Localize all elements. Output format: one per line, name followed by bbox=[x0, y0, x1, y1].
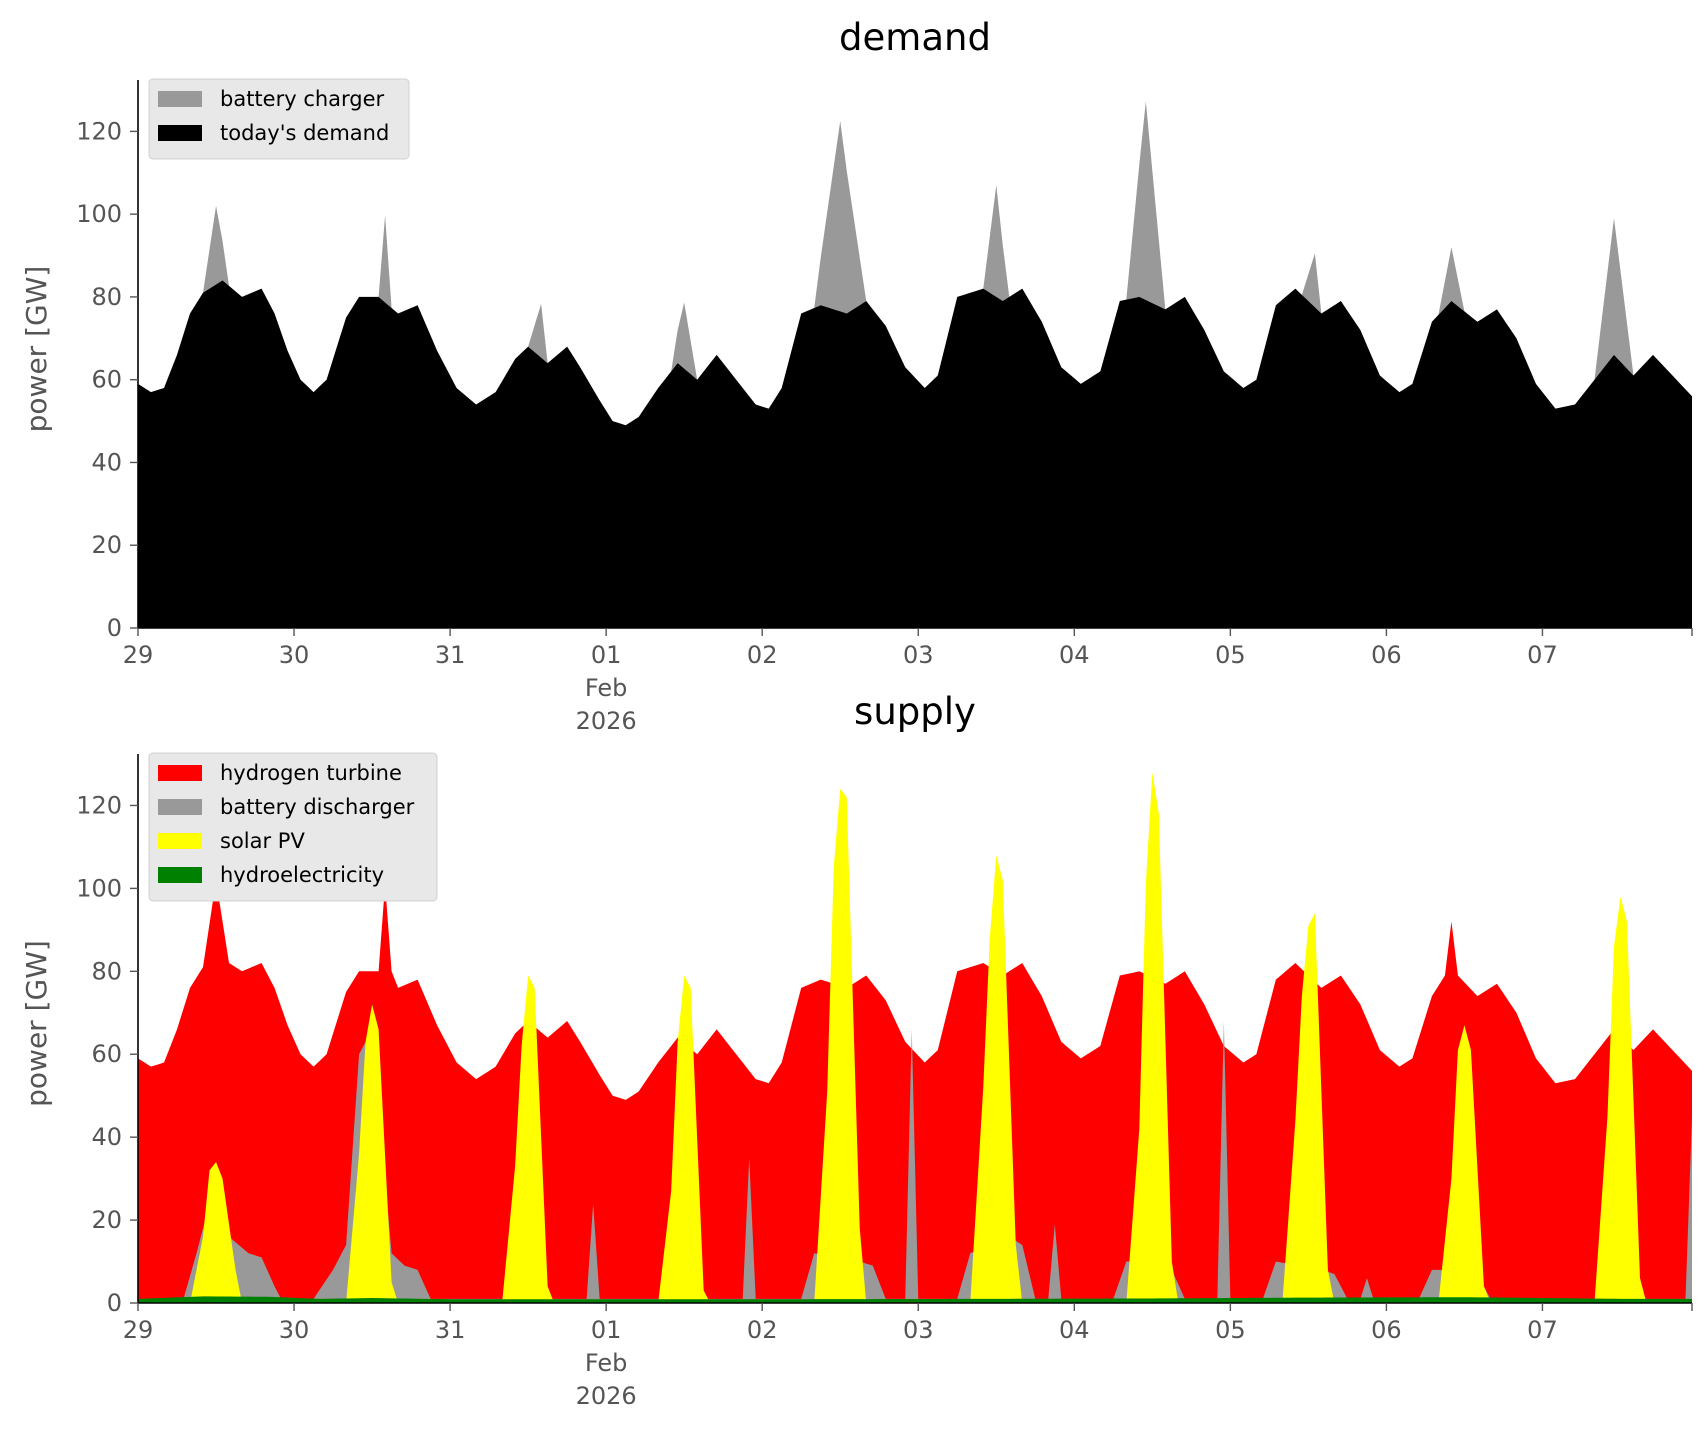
y-tick-label: 0 bbox=[107, 614, 122, 642]
legend-label-battery-charger: battery charger bbox=[220, 87, 385, 111]
legend-swatch-hydroelectricity bbox=[158, 867, 202, 883]
y-tick-label: 120 bbox=[76, 791, 122, 819]
chart-title: demand bbox=[839, 16, 991, 59]
x-tick-label: 30 bbox=[279, 641, 310, 669]
x-tick-label: 05 bbox=[1215, 641, 1246, 669]
y-tick-label: 100 bbox=[76, 874, 122, 902]
y-tick-label: 60 bbox=[91, 366, 122, 394]
chart-title: supply bbox=[854, 690, 976, 733]
legend-label-hydrogen-turbine: hydrogen turbine bbox=[220, 761, 402, 785]
y-tick-label: 40 bbox=[91, 1123, 122, 1151]
y-axis-label: power [GW] bbox=[20, 266, 53, 433]
y-axis-label: power [GW] bbox=[20, 940, 53, 1107]
x-tick-label: 31 bbox=[435, 1316, 466, 1344]
x-tick-label: 30 bbox=[279, 1316, 310, 1344]
x-tick-label: 03 bbox=[903, 1316, 934, 1344]
legend: hydrogen turbine battery discharger solar … bbox=[148, 752, 438, 902]
x-tick-label: 04 bbox=[1059, 641, 1090, 669]
legend-label-battery-discharger: battery discharger bbox=[220, 795, 415, 819]
y-tick-label: 60 bbox=[91, 1040, 122, 1068]
y-tick-label: 40 bbox=[91, 448, 122, 476]
x-tick-label: 29 bbox=[123, 1316, 154, 1344]
x-tick-label: 06 bbox=[1371, 1316, 1402, 1344]
y-tick-label: 20 bbox=[91, 531, 122, 559]
legend-swatch-solar-pv bbox=[158, 833, 202, 849]
area-hydroelectricity bbox=[138, 1296, 1692, 1303]
legend-box bbox=[148, 78, 410, 160]
legend-swatch-hydrogen-turbine bbox=[158, 765, 202, 781]
area-today-s-demand bbox=[138, 280, 1692, 628]
x-tick-label: 01 bbox=[591, 641, 622, 669]
y-tick-label: 0 bbox=[107, 1289, 122, 1317]
y-tick-label: 100 bbox=[76, 200, 122, 228]
legend-swatch-battery-discharger bbox=[158, 799, 202, 815]
y-tick-label: 20 bbox=[91, 1206, 122, 1234]
legend-label-solar-pv: solar PV bbox=[220, 829, 305, 853]
chart-panel-supply: 0 20 40 60 80 100 120 29 30 31 01 Feb 2026 02 03 04 05 06… bbox=[20, 690, 1693, 1410]
legend-swatch-today-s-demand bbox=[158, 125, 202, 141]
x-tick-label: 05 bbox=[1215, 1316, 1246, 1344]
area-battery-discharger bbox=[138, 1021, 1692, 1303]
y-tick-label: 120 bbox=[76, 117, 122, 145]
legend-label-hydroelectricity: hydroelectricity bbox=[220, 863, 384, 887]
legend-swatch-battery-charger bbox=[158, 91, 202, 107]
x-tick-label: 03 bbox=[903, 641, 934, 669]
y-tick-label: 80 bbox=[91, 283, 122, 311]
x-tick-label: 04 bbox=[1059, 1316, 1090, 1344]
x-tick-label: 07 bbox=[1527, 641, 1558, 669]
x-tick-label: 02 bbox=[747, 641, 778, 669]
legend-box bbox=[148, 752, 438, 902]
x-tick-label: 2026 bbox=[576, 1382, 637, 1410]
y-tick-label: 80 bbox=[91, 957, 122, 985]
x-tick-label: 2026 bbox=[576, 707, 637, 735]
chart-panel-demand: 0 20 40 60 80 100 120 29 30 31 01 Feb 2026 02 03 04 05 06… bbox=[20, 16, 1693, 735]
x-tick-label: 06 bbox=[1371, 641, 1402, 669]
area-solar-pv bbox=[138, 772, 1692, 1303]
x-tick-label: 31 bbox=[435, 641, 466, 669]
x-tick-label: Feb bbox=[585, 1349, 628, 1377]
legend-label-today-s-demand: today's demand bbox=[220, 121, 389, 145]
legend: battery charger today's demand bbox=[148, 78, 410, 160]
x-tick-label: Feb bbox=[585, 674, 628, 702]
x-tick-label: 02 bbox=[747, 1316, 778, 1344]
x-tick-label: 01 bbox=[591, 1316, 622, 1344]
x-tick-label: 29 bbox=[123, 641, 154, 669]
x-tick-label: 07 bbox=[1527, 1316, 1558, 1344]
